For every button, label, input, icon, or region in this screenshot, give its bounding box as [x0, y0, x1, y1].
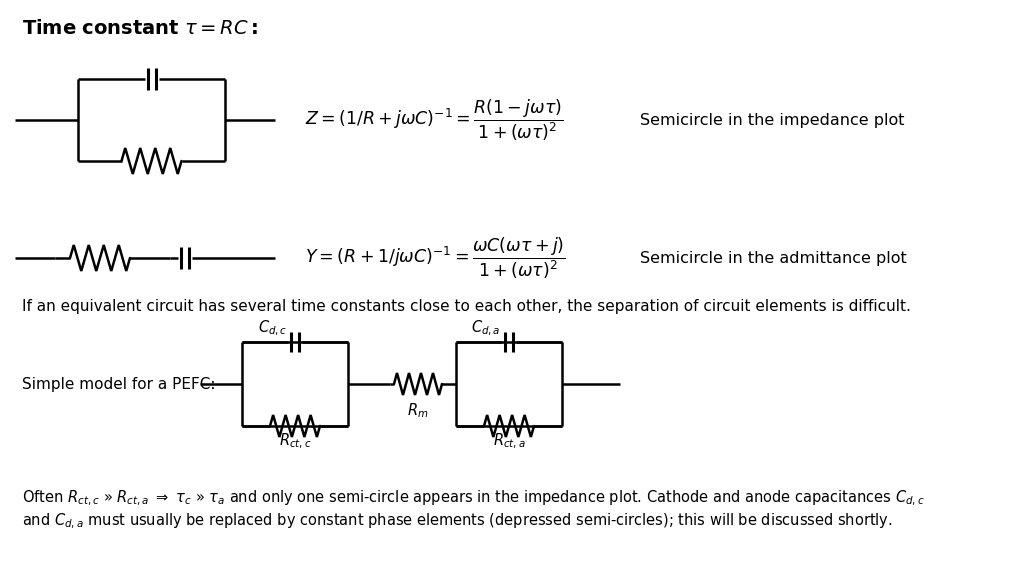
Text: Semicircle in the admittance plot: Semicircle in the admittance plot: [640, 251, 906, 266]
Text: $Y=\left(R+1/j\omega C\right)^{-1}=\dfrac{\omega C(\omega\tau+j)}{1+(\omega\tau): $Y=\left(R+1/j\omega C\right)^{-1}=\dfra…: [305, 235, 565, 281]
Text: $Z=\left(1/R+j\omega C\right)^{-1}=\dfrac{R(1-j\omega\tau)}{1+(\omega\tau)^2}$: $Z=\left(1/R+j\omega C\right)^{-1}=\dfra…: [305, 97, 563, 143]
Text: and $C_{d,a}$ must usually be replaced by constant phase elements (depressed sem: and $C_{d,a}$ must usually be replaced b…: [22, 511, 893, 530]
Text: $C_{d,c}$: $C_{d,c}$: [258, 319, 287, 338]
Text: $\mathbf{Time\ constant}$$\ \tau = $$\mathit{RC}$$\mathbf{:}$: $\mathbf{Time\ constant}$$\ \tau = $$\ma…: [22, 19, 259, 38]
Text: Semicircle in the impedance plot: Semicircle in the impedance plot: [640, 112, 904, 127]
Text: Often $R_{ct,c}$ » $R_{ct,a}$ $\Rightarrow$ $\tau_c$ » $\tau_a$ and only one sem: Often $R_{ct,c}$ » $R_{ct,a}$ $\Rightarr…: [22, 488, 925, 507]
Text: Simple model for a PEFC:: Simple model for a PEFC:: [22, 377, 215, 392]
Text: $R_m$: $R_m$: [408, 401, 429, 420]
Text: If an equivalent circuit has several time constants close to each other, the sep: If an equivalent circuit has several tim…: [22, 298, 911, 313]
Text: $R_{ct,c}$: $R_{ct,c}$: [279, 432, 311, 452]
Text: $R_{ct,a}$: $R_{ct,a}$: [493, 432, 525, 452]
Text: $C_{d,a}$: $C_{d,a}$: [471, 319, 501, 338]
